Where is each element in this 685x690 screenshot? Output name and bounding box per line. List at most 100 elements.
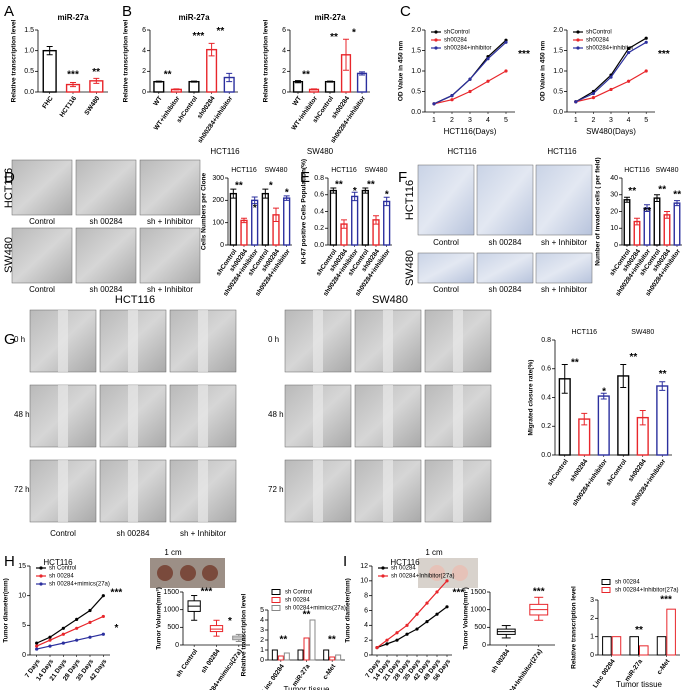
point [385,642,389,646]
point [88,635,92,639]
bar [623,199,631,246]
point [627,46,631,51]
bar [351,195,359,246]
x-tick-label: sh 00284 [200,648,222,675]
x-tick-label: sh00284 [627,458,648,483]
wound-gap [198,385,208,447]
y-tick-label: 1.0 [24,48,34,55]
legend-label: sh Control [49,566,76,572]
y-tick-label: 2 [590,615,594,622]
error-bar [639,409,646,426]
bar [261,192,269,246]
legend-label: sh 00284+Inhibitor(27a) [615,588,679,594]
photo-label: SW480 [372,294,408,306]
y-axis-label: Relative transcription level [241,593,248,676]
photo [75,227,137,284]
bar [303,637,310,661]
x-tick-label: miR-27a [624,658,644,683]
y-tick-label: 4 [282,48,286,55]
point [425,620,429,624]
annotation: *** [201,587,213,598]
y-axis-label: Tumor Volume(mm³) [463,587,470,650]
chart-title: miR-27a [314,13,346,22]
x-tick-label: sh00284+inhibitor [571,458,609,508]
photo [417,252,475,284]
photo [11,159,73,216]
y-tick-label: 100 [212,220,224,227]
y-tick-label: 0.8 [541,337,551,344]
bar [639,645,649,656]
legend-label: sh Control [285,590,312,596]
error-bar [155,80,162,83]
y-tick-label: 5 [260,607,264,614]
x-tick-label: 2 [591,117,595,124]
annotation: ** [635,625,643,636]
x-tick-label: shControl [546,458,569,487]
y-tick-label: 0 [482,642,486,649]
annotation: ** [367,179,375,190]
bar [153,80,165,93]
x-tick-label: WT [292,95,304,107]
legend-swatch [576,38,580,42]
photo [139,227,201,284]
photo-label: sh + Inhibitor [147,285,193,294]
error-bar [634,217,640,226]
y-tick-label: 30 [610,192,618,199]
line [36,615,104,647]
group-label: HCT116 [571,329,597,336]
annotation: ** [217,26,225,37]
y-tick-label: 200 [212,197,224,204]
x-tick-label: sh 00284 [490,648,512,675]
y-tick-label: 0 [282,89,286,96]
panel-letter: E [300,169,310,186]
y-tick-label: 4 [260,617,264,624]
y-tick-label: 0 [220,242,224,249]
photo-label: Control [433,285,459,294]
point [591,91,596,96]
y-axis-label: Cells Numbers per Clone [201,172,208,250]
panel-letter: I [343,553,347,570]
y-tick-label: 1500 [163,589,179,596]
error-bar [359,71,365,76]
point [61,632,65,636]
error-bar [327,80,333,83]
group-label: HCT116 [331,167,357,174]
y-tick-label: 3 [590,597,594,604]
y-tick-label: 0.5 [553,88,563,95]
point [445,579,449,583]
y-tick-label: 1 [590,634,594,641]
photo [535,164,593,236]
point [88,620,92,624]
y-tick-label: 0.0 [411,109,421,116]
y-axis-label: Number of invaded cells ( per field) [595,157,602,265]
point [486,57,490,61]
bar [309,619,316,661]
annotation: * [253,203,257,214]
error-bar [383,196,390,207]
panel-letter: G [4,331,16,348]
error-bar [561,363,568,394]
y-axis-label: Tumor diameter(mm) [345,578,352,643]
legend-swatch [576,30,580,34]
photo-label: 0 h [14,335,25,344]
y-tick-label: 1.0 [553,68,563,75]
photo-label: HCT116 [447,147,477,156]
group-label: SW480 [656,167,679,174]
legend-label: sh 00284 [615,580,640,586]
annotation: ** [303,610,311,621]
y-tick-label: 2 [260,637,264,644]
y-tick-label: 0.5 [411,88,421,95]
error-bar [273,207,279,223]
point [88,608,92,613]
annotation: * [602,386,606,397]
y-axis-label: Relative transcription level [11,19,18,102]
legend-swatch [271,589,281,595]
y-tick-label: 20 [610,208,618,215]
panel-letter: H [4,553,15,570]
annotation: *** [193,31,205,42]
wound-gap [383,460,393,522]
point [644,69,648,73]
y-tick-label: 500 [474,624,486,631]
error-bar [208,42,215,57]
point [415,627,419,631]
